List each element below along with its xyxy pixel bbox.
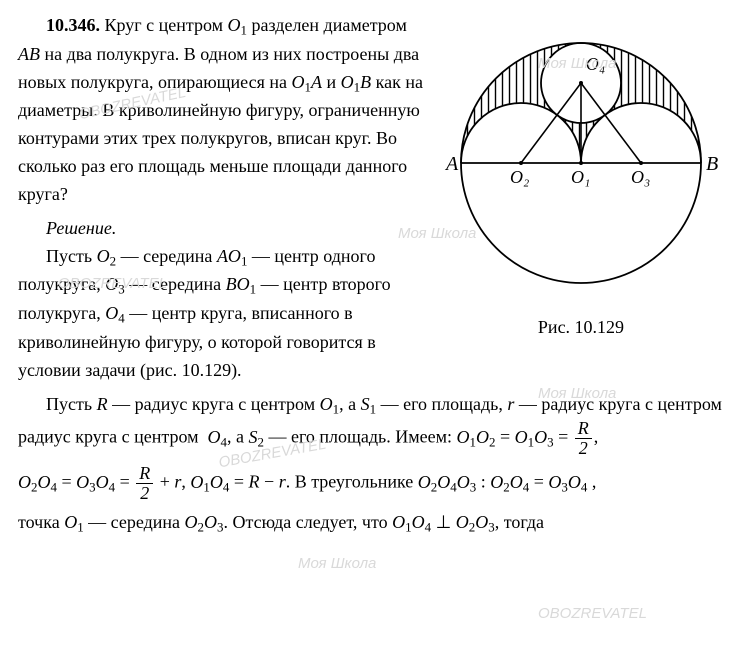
- text: =: [229, 472, 248, 492]
- math: O: [490, 472, 503, 492]
- solution-p4: точка O1 — середина O2O3. Отсюда следует…: [18, 509, 726, 538]
- figure-caption: Рис. 10.129: [436, 314, 726, 342]
- problem-number: 10.346.: [46, 15, 100, 35]
- text: , а: [339, 394, 361, 414]
- denominator: 2: [136, 484, 153, 503]
- text: :: [476, 472, 490, 492]
- text: и: [322, 72, 341, 92]
- text: разделен диаметром: [247, 15, 407, 35]
- page-content: Моя Школа OBOZREVATEL Моя Школа OBOZREVA…: [18, 12, 726, 538]
- numerator: R: [575, 419, 592, 439]
- math: O: [418, 472, 431, 492]
- text: — радиус круга с центром: [514, 394, 722, 414]
- text: . Отсюда следует, что: [224, 512, 393, 532]
- text: — его площадь,: [376, 394, 507, 414]
- text: =: [529, 472, 548, 492]
- math: O: [185, 512, 198, 532]
- text: =: [115, 472, 134, 492]
- math: O: [96, 472, 109, 492]
- math: O: [208, 427, 221, 447]
- text: — середина: [84, 512, 185, 532]
- solution-p3: O2O4 = O3O4 = R2 + r, O1O4 = R − r. В тр…: [18, 464, 726, 503]
- text: — его площадь. Имеем:: [264, 427, 457, 447]
- math: B: [360, 72, 371, 92]
- math: O: [105, 274, 118, 294]
- label-O1: O₁: [571, 167, 590, 187]
- text: Круг с центром: [105, 15, 228, 35]
- math: AO: [217, 246, 241, 266]
- math: O: [76, 472, 89, 492]
- text: .: [286, 472, 295, 492]
- text: — радиус круга с центром: [108, 394, 320, 414]
- text: — середина: [116, 246, 217, 266]
- math: S: [249, 427, 258, 447]
- label-O2: O₂: [510, 167, 529, 187]
- solution-p2: Пусть R — радиус круга с центром O1, а S…: [18, 391, 726, 420]
- label-O3: O₃: [631, 167, 650, 187]
- label-O4: O₄: [586, 54, 605, 74]
- math: R: [249, 472, 260, 492]
- math: O: [37, 472, 50, 492]
- math: A: [311, 72, 322, 92]
- text: , а: [227, 427, 249, 447]
- math: S: [361, 394, 370, 414]
- math: BO: [226, 274, 250, 294]
- math: r: [279, 472, 286, 492]
- math: O: [210, 472, 223, 492]
- text: Пусть: [46, 394, 97, 414]
- fraction: R2: [136, 464, 153, 503]
- math: O: [534, 427, 547, 447]
- sub: 4: [581, 479, 587, 494]
- text: В треугольнике: [295, 472, 418, 492]
- text: Пусть: [46, 246, 97, 266]
- math: O: [515, 427, 528, 447]
- math: O: [190, 472, 203, 492]
- math: O: [476, 427, 489, 447]
- math: O: [457, 427, 470, 447]
- text: Решение.: [46, 218, 116, 238]
- label-A: A: [444, 153, 459, 175]
- numerator: R: [136, 464, 153, 484]
- math: O: [510, 472, 523, 492]
- math: O: [457, 472, 470, 492]
- text: ⊥: [431, 512, 456, 532]
- text: ,: [594, 427, 599, 447]
- text: +: [155, 472, 174, 492]
- math: O: [475, 512, 488, 532]
- math: O: [341, 72, 354, 92]
- math: O: [204, 512, 217, 532]
- math: R: [97, 394, 108, 414]
- math: O: [292, 72, 305, 92]
- math: O: [64, 512, 77, 532]
- watermark: Моя Школа: [298, 552, 376, 575]
- math: O: [18, 472, 31, 492]
- math: O: [228, 15, 241, 35]
- math: O: [392, 512, 405, 532]
- math: O: [437, 472, 450, 492]
- denominator: 2: [575, 439, 592, 458]
- text: — середина: [125, 274, 226, 294]
- math: O: [320, 394, 333, 414]
- text: =: [495, 427, 514, 447]
- solution-p2b: радиус круга с центром O4, а S2 — его пл…: [18, 419, 726, 458]
- math: O: [97, 246, 110, 266]
- text: точка: [18, 512, 64, 532]
- math: O: [456, 512, 469, 532]
- text: , тогда: [495, 512, 544, 532]
- math: O: [412, 512, 425, 532]
- math: O: [548, 472, 561, 492]
- text: −: [260, 472, 279, 492]
- figure: A B O₂ O₁ O₃ O₄ Рис. 10.129: [436, 18, 726, 342]
- text: =: [57, 472, 76, 492]
- geometry-diagram: A B O₂ O₁ O₃ O₄: [436, 18, 726, 308]
- math: O: [568, 472, 581, 492]
- label-B: B: [706, 153, 718, 175]
- watermark: OBOZREVATEL: [538, 602, 647, 625]
- math: AB: [18, 44, 40, 64]
- fraction: R2: [575, 419, 592, 458]
- text: =: [554, 427, 573, 447]
- math: O: [105, 303, 118, 323]
